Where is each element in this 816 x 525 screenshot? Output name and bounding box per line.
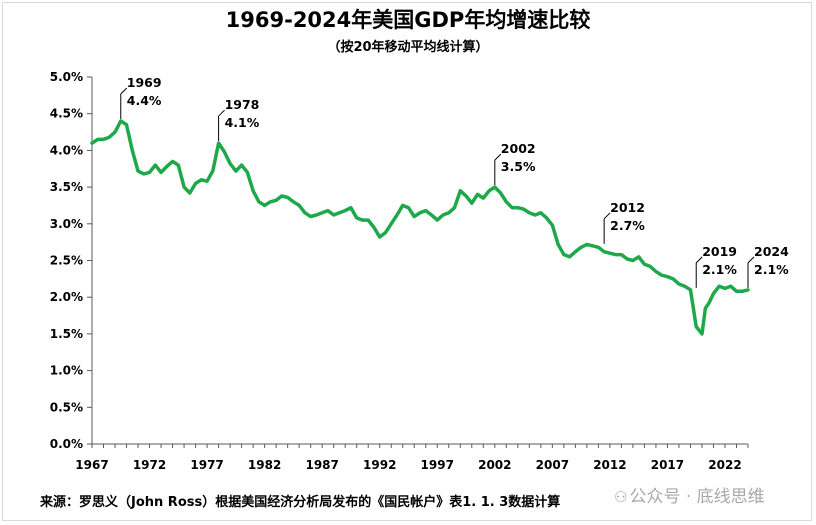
series-group (90, 119, 750, 336)
x-tick-label: 2002 (478, 458, 511, 472)
annotation-year: 2012 (610, 200, 645, 215)
annotation-value: 2.1% (702, 262, 737, 277)
x-tick-label: 1967 (75, 458, 108, 472)
annotation-leader (494, 153, 502, 161)
watermark-text: 公众号 · 底线思维 (629, 487, 765, 507)
x-tick-label: 2007 (536, 458, 569, 472)
chart-axes (91, 77, 748, 445)
y-tick-label: 2.5% (50, 254, 83, 268)
annotation-leader (120, 87, 128, 95)
y-tick-label: 4.5% (50, 107, 83, 121)
x-tick-label: 1992 (363, 458, 396, 472)
x-tick-label: 1977 (190, 458, 223, 472)
annotation-year: 1969 (127, 75, 162, 90)
y-tick-label: 0.5% (50, 400, 83, 414)
annotation-leader (747, 256, 755, 264)
chart-subtitle: （按20年移动平均线计算） (327, 40, 489, 55)
y-tick-label: 1.5% (50, 327, 83, 341)
annotation-year: 2019 (702, 244, 737, 259)
annotation-group: 1969 4.4% 1978 4.1% 2002 3.5% 2012 2.7% 2019 2.1%… (120, 75, 789, 288)
annotation-leader (218, 109, 225, 117)
y-axis-ticks: 0.0% 0.5% 1.0% 1.5% 2.0% 2.5% 3.0% 3.5% 4.0% 4.5%… (50, 70, 92, 451)
annotation-value: 3.5% (501, 159, 536, 174)
x-tick-label: 2012 (593, 458, 626, 472)
y-tick-label: 5.0% (50, 70, 83, 84)
y-tick-label: 2.0% (50, 290, 83, 304)
annotation-leader (695, 256, 703, 264)
y-tick-label: 3.5% (50, 180, 83, 194)
annotation-value: 4.4% (127, 93, 162, 108)
x-tick-label: 1997 (421, 458, 454, 472)
annotation-value: 4.1% (225, 115, 260, 130)
y-tick-label: 4.0% (50, 143, 83, 157)
watermark: ⚇ 公众号 · 底线思维 (614, 482, 765, 507)
x-axis-ticks: 1967 1972 1977 1982 1987 1992 1997 2002 2007 2012… (75, 444, 749, 472)
x-tick-label: 1982 (248, 458, 281, 472)
annotation-value: 2.7% (610, 218, 645, 233)
x-tick-label: 1972 (133, 458, 166, 472)
series-line (90, 119, 750, 336)
annotation-year: 2024 (754, 244, 789, 259)
x-tick-label: 1987 (305, 458, 338, 472)
y-tick-label: 1.0% (50, 364, 83, 378)
annotation-year: 2002 (501, 141, 536, 156)
wechat-public-account-icon: ⚇ (614, 488, 628, 506)
y-tick-label: 0.0% (50, 437, 83, 451)
y-tick-label: 3.0% (50, 217, 83, 231)
annotation-value: 2.1% (754, 262, 789, 277)
annotation-year: 1978 (225, 97, 260, 112)
x-tick-label: 2017 (651, 458, 684, 472)
chart-title: 1969-2024年美国GDP年均增速比较 (225, 8, 591, 32)
source-note: 来源：罗思义（John Ross）根据美国经济分析局发布的《国民帐户》表1. 1… (40, 495, 561, 510)
x-tick-label: 2022 (708, 458, 741, 472)
annotation-leader (603, 212, 611, 220)
